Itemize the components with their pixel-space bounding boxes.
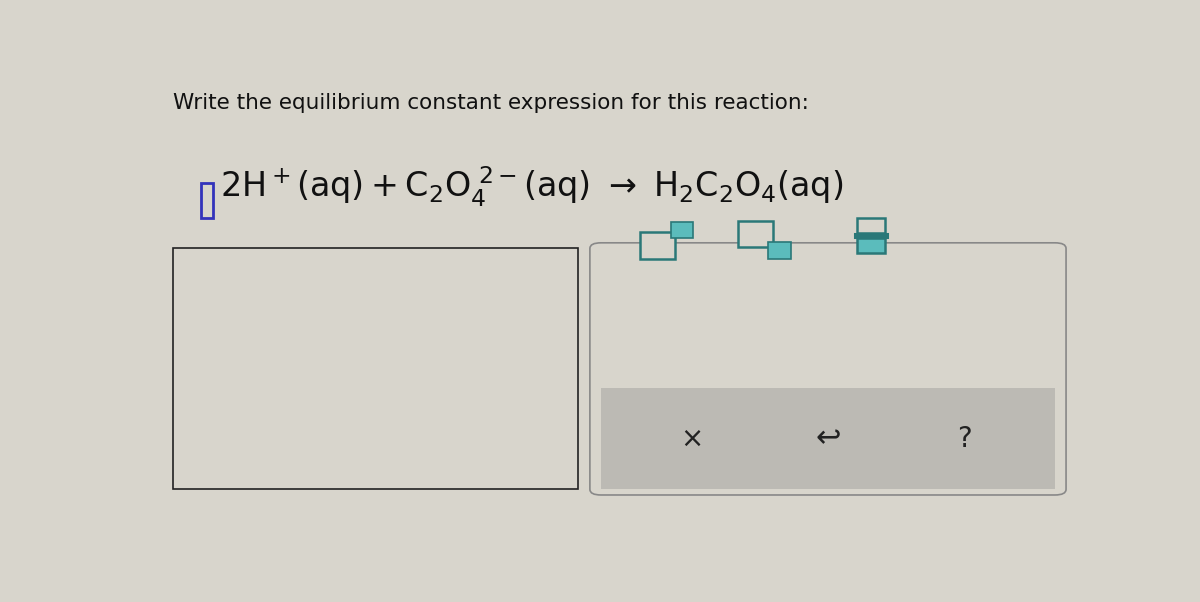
- Text: Write the equilibrium constant expression for this reaction:: Write the equilibrium constant expressio…: [173, 93, 809, 113]
- Bar: [601, 388, 1055, 489]
- Text: ↩: ↩: [815, 424, 841, 453]
- Bar: [738, 220, 773, 247]
- Bar: [857, 219, 884, 233]
- Text: $\mathregular{2H^+(aq)+C_2O_4^{\ 2-}(aq)\ \rightarrow\ H_2C_2O_4(aq)}$: $\mathregular{2H^+(aq)+C_2O_4^{\ 2-}(aq)…: [220, 165, 844, 209]
- Bar: [857, 238, 884, 253]
- Bar: [671, 222, 694, 238]
- Bar: [768, 243, 791, 259]
- Text: ?: ?: [956, 425, 972, 453]
- Bar: [640, 232, 676, 259]
- Bar: [601, 249, 1055, 388]
- Text: ×: ×: [680, 425, 703, 453]
- Bar: [173, 249, 578, 489]
- Bar: [202, 184, 214, 219]
